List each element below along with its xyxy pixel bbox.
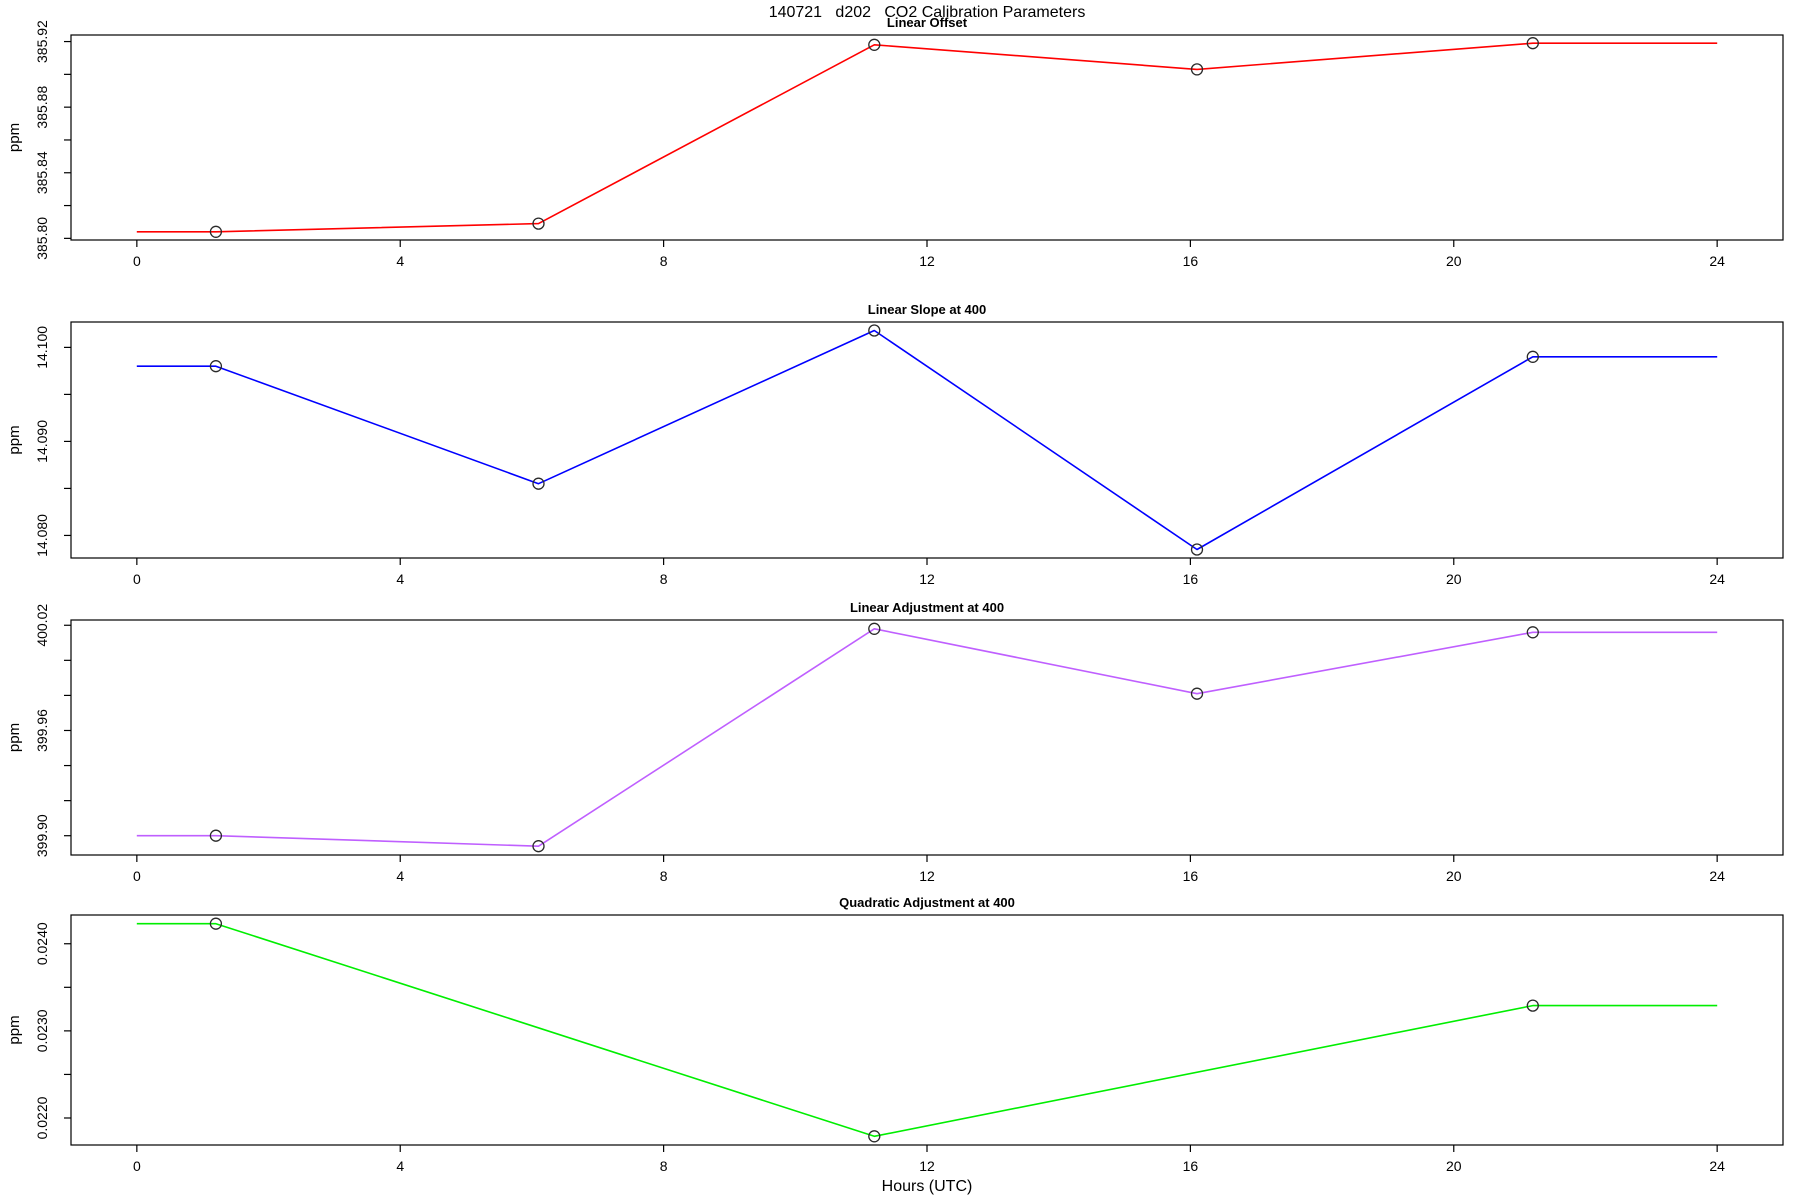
data-point-marker — [868, 1130, 881, 1143]
x-tick-label: 0 — [133, 868, 141, 884]
data-point-marker — [868, 324, 881, 337]
data-point-marker — [868, 38, 881, 51]
data-line — [136, 329, 1718, 551]
subplot-title: Linear Adjustment at 400 — [850, 600, 1004, 615]
x-tick-label: 16 — [1183, 868, 1199, 884]
x-tick-label: 12 — [919, 571, 935, 587]
data-point-marker — [532, 840, 545, 853]
subplot-quadratic-adjustment-at-400: Quadratic Adjustment at 400 ppm 0.0220 0.02… — [6, 895, 1784, 1174]
x-tick-label: 4 — [396, 571, 404, 587]
x-tick-label: 20 — [1446, 868, 1462, 884]
plot-box — [70, 321, 1784, 559]
x-tick-label: 0 — [133, 253, 141, 269]
subplot-title: Quadratic Adjustment at 400 — [839, 895, 1015, 910]
y-tick-label: 385.84 — [34, 151, 50, 194]
plot-box — [70, 34, 1784, 241]
data-point-marker — [209, 829, 223, 842]
y-tick-label: 14.080 — [34, 514, 50, 557]
data-line — [136, 42, 1718, 233]
x-tick-label: 24 — [1709, 253, 1725, 269]
data-point-marker — [1190, 543, 1204, 556]
x-tick-label: 8 — [660, 868, 668, 884]
x-tick-label: 12 — [919, 1158, 935, 1174]
x-tick-label: 24 — [1709, 1158, 1725, 1174]
y-axis-label: ppm — [6, 723, 23, 752]
data-line — [136, 922, 1718, 1138]
data-point-marker — [209, 225, 223, 238]
subplot-linear-slope-at-400: Linear Slope at 400 ppm 14.080 14.090 14.100… — [6, 302, 1784, 587]
subplot-title: Linear Slope at 400 — [868, 302, 987, 317]
data-point-marker — [1190, 63, 1204, 76]
data-point-marker — [209, 360, 223, 373]
data-point-marker — [532, 217, 545, 230]
data-point-marker — [209, 917, 223, 930]
chart-title: 140721 d202 CO2 Calibration Parameters — [768, 4, 1086, 21]
x-axis-title: Hours (UTC) — [881, 1178, 973, 1195]
y-tick-label: 0.0240 — [34, 922, 50, 965]
x-tick-label: 24 — [1709, 571, 1725, 587]
y-tick-label: 385.88 — [34, 86, 50, 129]
data-point-marker — [1190, 687, 1204, 700]
data-point-marker — [1526, 37, 1539, 50]
y-axis-label: ppm — [6, 1015, 23, 1044]
y-axis-label: ppm — [6, 123, 23, 152]
y-tick-label: 399.96 — [34, 709, 50, 752]
x-tick-label: 0 — [133, 571, 141, 587]
data-point-marker — [1526, 999, 1539, 1012]
y-tick-label: 0.0220 — [34, 1096, 50, 1139]
y-tick-label: 385.80 — [34, 217, 50, 260]
plot-box — [70, 619, 1784, 856]
x-tick-label: 12 — [919, 868, 935, 884]
x-tick-label: 0 — [133, 1158, 141, 1174]
x-tick-label: 16 — [1183, 1158, 1199, 1174]
subplot-title: Linear Offset — [887, 15, 968, 30]
data-point-marker — [532, 477, 545, 490]
data-point-marker — [1526, 626, 1539, 639]
x-tick-label: 8 — [660, 1158, 668, 1174]
x-tick-label: 4 — [396, 253, 404, 269]
x-tick-label: 20 — [1446, 571, 1462, 587]
x-tick-label: 4 — [396, 868, 404, 884]
y-tick-label: 0.0230 — [34, 1009, 50, 1052]
plot-box — [70, 914, 1784, 1146]
y-tick-label: 399.90 — [34, 814, 50, 857]
x-tick-label: 12 — [919, 253, 935, 269]
x-tick-label: 16 — [1183, 253, 1199, 269]
y-tick-label: 14.090 — [34, 420, 50, 463]
data-line — [136, 627, 1718, 848]
x-tick-label: 4 — [396, 1158, 404, 1174]
subplot-linear-offset: Linear Offset ppm 385.80 385.84 385.88 385.92… — [6, 15, 1784, 269]
x-tick-label: 8 — [660, 253, 668, 269]
data-point-marker — [868, 622, 881, 635]
x-tick-label: 24 — [1709, 868, 1725, 884]
data-point-marker — [1526, 350, 1539, 363]
y-tick-label: 400.02 — [34, 604, 50, 647]
y-axis-label: ppm — [6, 425, 23, 454]
x-tick-label: 8 — [660, 571, 668, 587]
y-tick-label: 385.92 — [34, 20, 50, 63]
x-tick-label: 16 — [1183, 571, 1199, 587]
subplot-linear-adjustment-at-400: Linear Adjustment at 400 ppm 399.90 399.96 4… — [6, 600, 1784, 884]
x-tick-label: 20 — [1446, 1158, 1462, 1174]
y-tick-label: 14.100 — [34, 326, 50, 369]
x-tick-label: 20 — [1446, 253, 1462, 269]
